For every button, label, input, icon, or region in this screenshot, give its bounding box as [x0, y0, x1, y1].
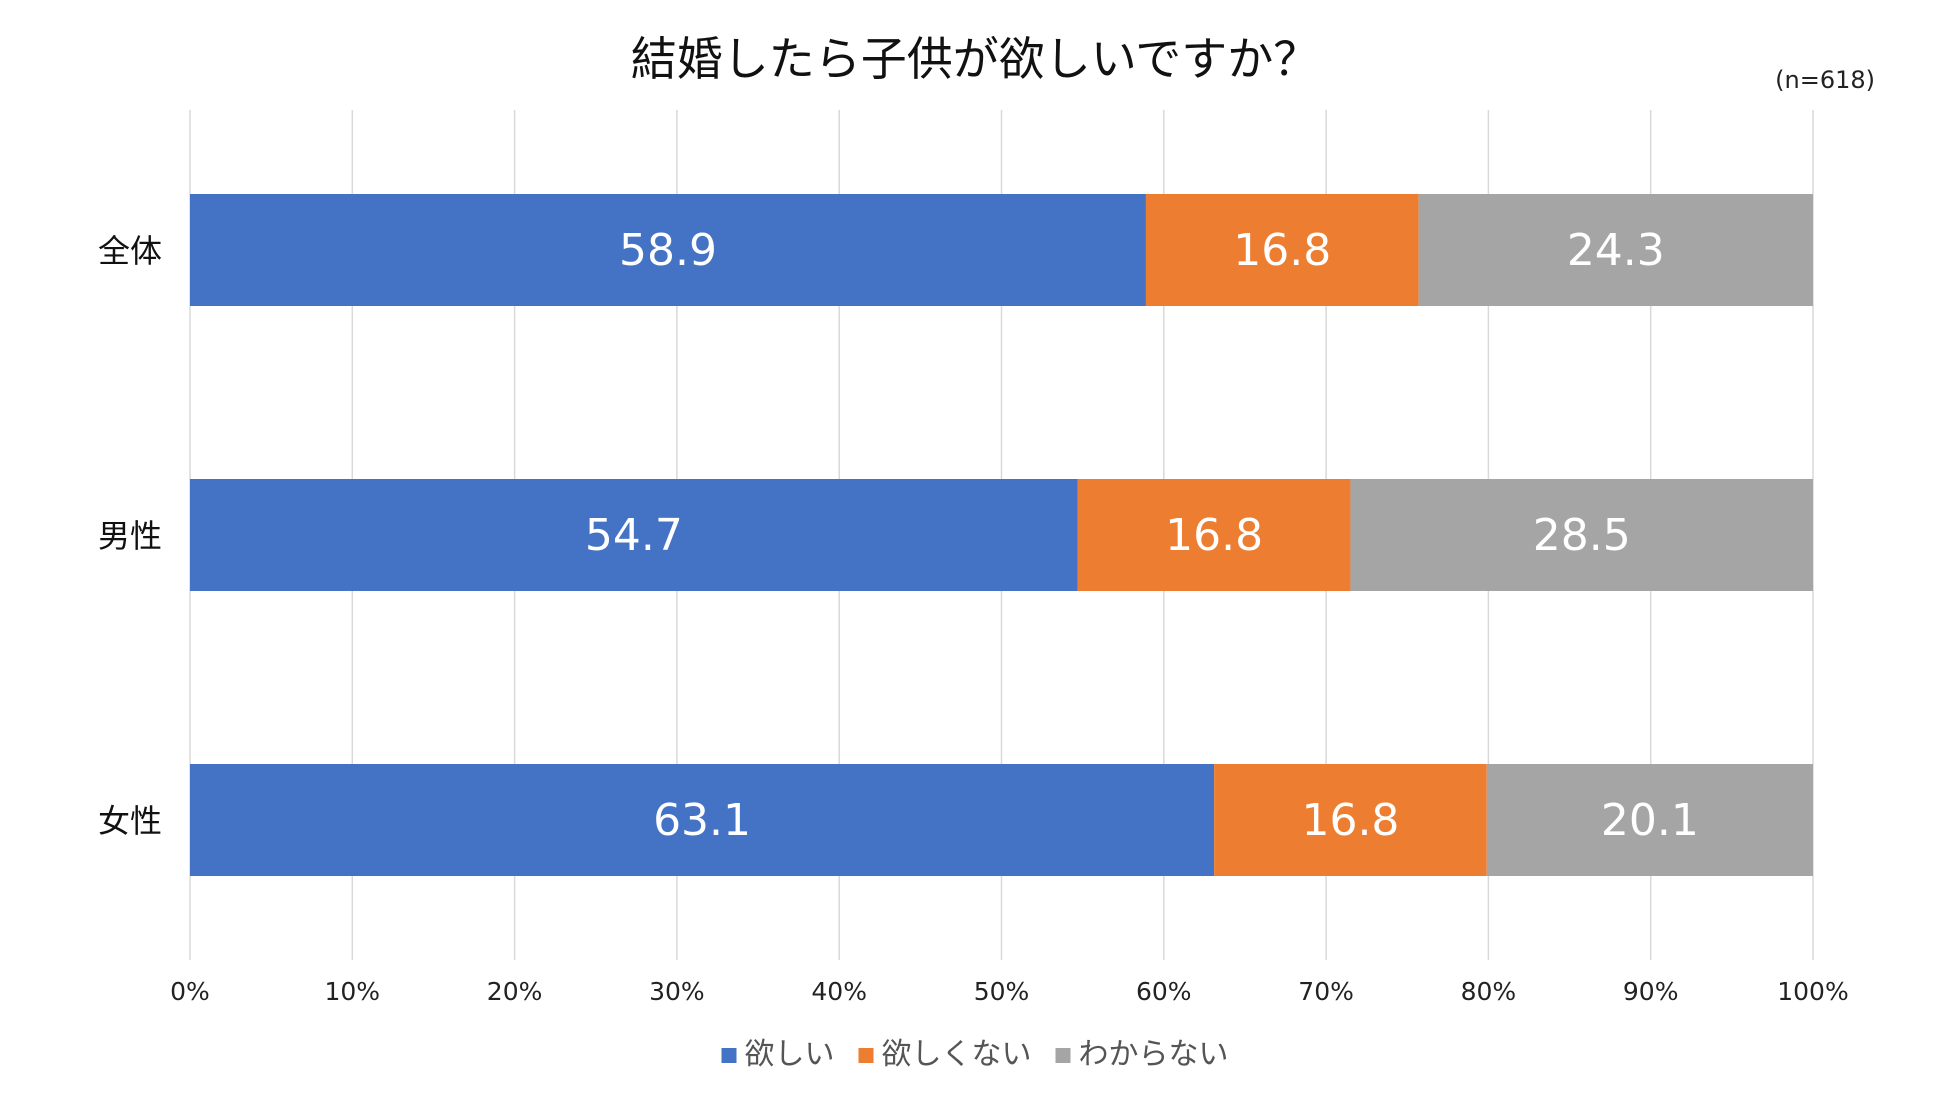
x-tick-label: 0% [170, 977, 210, 1006]
legend: 欲しい 欲しくない わからない [721, 1037, 1229, 1072]
legend-item: わからない [1055, 1037, 1229, 1072]
x-tick-label: 40% [811, 977, 867, 1006]
x-tick-label: 100% [1777, 977, 1848, 1006]
x-tick-label: 90% [1623, 977, 1679, 1006]
legend-swatch [858, 1048, 874, 1063]
x-tick-label: 80% [1461, 977, 1517, 1006]
legend-label: 欲しい [745, 1037, 835, 1072]
data-label: 20.1 [1601, 795, 1699, 846]
x-tick-label: 20% [487, 977, 543, 1006]
bar-segment [190, 194, 1146, 306]
x-tick-label: 70% [1298, 977, 1354, 1006]
category-label: 男性 [98, 517, 162, 555]
data-label: 16.8 [1165, 510, 1263, 561]
legend-label: わからない [1079, 1037, 1229, 1072]
legend-swatch [721, 1048, 737, 1063]
legend-swatch [1055, 1048, 1071, 1063]
chart-title: 結婚したら子供が欲しいですか？ [631, 32, 1320, 86]
bar-segment [1214, 764, 1487, 876]
bar-segment [190, 479, 1078, 591]
legend-item: 欲しくない [858, 1037, 1032, 1072]
category-label: 全体 [98, 232, 162, 270]
data-label: 58.9 [619, 225, 717, 276]
data-label: 63.1 [653, 795, 751, 846]
bar-segment [190, 764, 1215, 876]
data-label: 28.5 [1533, 510, 1631, 561]
legend-item: 欲しい [721, 1037, 835, 1072]
bars: 58.9 16.8 24.3 54.7 16.8 28.5 63.1 16.8 20.1 [190, 194, 1813, 876]
data-label: 24.3 [1567, 225, 1665, 276]
bar-segment [1350, 479, 1813, 591]
category-label: 女性 [98, 802, 162, 840]
bar-segment [1486, 764, 1813, 876]
legend-label: 欲しくない [882, 1037, 1032, 1072]
sample-size-note: (n=618) [1775, 66, 1875, 94]
data-label: 16.8 [1301, 795, 1399, 846]
bar-segment [1145, 194, 1419, 306]
bar-segment [1418, 194, 1813, 306]
data-label: 54.7 [585, 510, 683, 561]
x-tick-label: 50% [974, 977, 1030, 1006]
x-tick-label: 10% [325, 977, 381, 1006]
data-label: 16.8 [1233, 225, 1331, 276]
x-tick-label: 60% [1136, 977, 1192, 1006]
bar-segment [1077, 479, 1351, 591]
x-tick-label: 30% [649, 977, 705, 1006]
x-axis-tick-labels: 0% 10% 20% 30% 40% 50% 60% 70% 80% 90% 100% [170, 977, 1849, 1006]
